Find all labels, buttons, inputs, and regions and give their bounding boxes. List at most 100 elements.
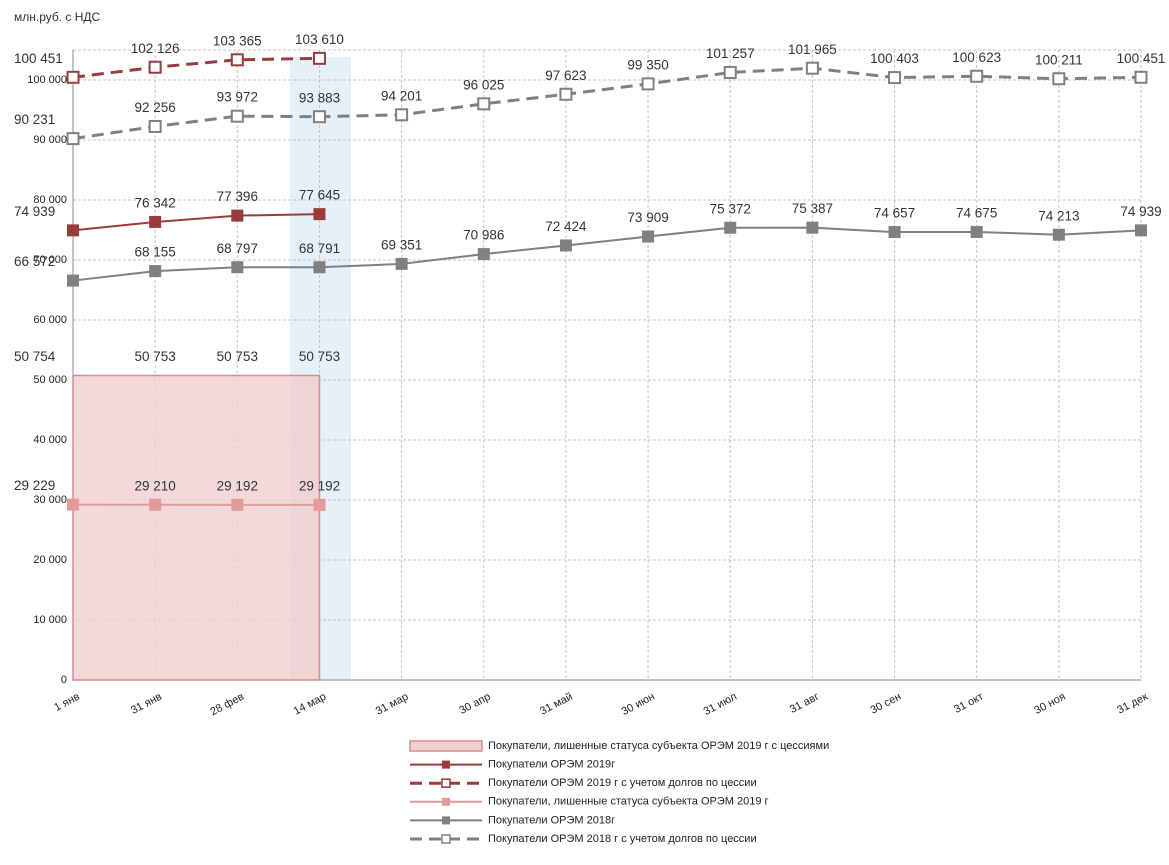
value-label: 50 754	[14, 349, 56, 364]
y-tick-label: 80 000	[33, 194, 67, 206]
marker	[230, 109, 244, 123]
value-label: 100 211	[1035, 52, 1083, 67]
marker	[559, 239, 572, 252]
value-label: 77 645	[299, 188, 340, 203]
value-label: 99 350	[627, 57, 668, 72]
legend-marker	[442, 797, 450, 806]
legend-label: Покупатели, лишенные статуса субъекта ОР…	[488, 796, 769, 808]
marker	[1135, 224, 1147, 237]
marker	[477, 97, 491, 111]
legend-marker	[442, 760, 450, 769]
x-tick-label: 30 сен	[869, 691, 904, 717]
value-label: 69 351	[381, 237, 422, 252]
marker	[395, 257, 408, 270]
value-label: 92 256	[135, 100, 176, 115]
marker	[149, 215, 162, 228]
x-tick-label: 31 май	[538, 691, 575, 718]
legend-label: Покупатели ОРЭМ 2018 г с учетом долгов п…	[488, 833, 757, 845]
legend-swatch	[409, 740, 483, 752]
value-label: 97 623	[545, 68, 586, 83]
marker	[806, 221, 819, 234]
marker	[641, 77, 655, 91]
marker	[1052, 228, 1065, 241]
marker	[1134, 70, 1148, 84]
marker	[970, 69, 984, 83]
value-label: 93 972	[217, 90, 258, 105]
x-tick-label: 1 янв	[52, 691, 82, 714]
value-label: 93 883	[299, 90, 340, 105]
value-label: 50 753	[299, 349, 340, 364]
marker	[67, 274, 79, 287]
marker	[477, 248, 490, 261]
value-label: 100 451	[1117, 51, 1166, 66]
marker	[313, 498, 326, 511]
marker	[888, 71, 902, 85]
marker	[805, 61, 819, 75]
x-tick-label: 28 фев	[208, 691, 246, 719]
area	[72, 374, 321, 681]
legend-label: Покупатели ОРЭМ 2019г	[488, 759, 615, 771]
value-label: 68 797	[217, 241, 258, 256]
y-tick-label: 30 000	[33, 494, 67, 506]
marker	[724, 221, 737, 234]
value-label: 74 939	[1120, 204, 1161, 219]
marker	[395, 108, 409, 122]
marker	[1052, 72, 1066, 86]
value-label: 74 213	[1038, 208, 1079, 223]
value-label: 74 657	[874, 206, 915, 221]
marker	[231, 498, 244, 511]
value-label: 74 939	[14, 204, 55, 219]
x-tick-label: 31 авг	[788, 691, 821, 716]
marker	[148, 60, 162, 74]
value-label: 100 623	[952, 50, 1001, 65]
marker	[231, 209, 244, 222]
line	[72, 213, 320, 232]
value-label: 72 424	[545, 219, 587, 234]
y-tick-label: 40 000	[33, 434, 67, 446]
marker	[67, 498, 79, 511]
x-tick-label: 30 апр	[457, 691, 492, 717]
y-tick-label: 100 000	[27, 74, 67, 86]
legend-marker	[441, 778, 451, 788]
y-tick-label: 0	[61, 674, 67, 686]
value-label: 75 372	[710, 201, 751, 216]
y-tick-label: 90 000	[33, 134, 67, 146]
line	[72, 56, 320, 79]
marker	[723, 65, 737, 79]
value-label: 29 229	[14, 478, 55, 493]
marker	[970, 225, 983, 238]
value-label: 101 965	[788, 42, 837, 57]
x-tick-label: 31 июл	[702, 691, 739, 718]
value-label: 29 210	[135, 478, 176, 493]
value-label: 50 753	[217, 349, 258, 364]
marker	[148, 119, 162, 133]
value-label: 70 986	[463, 228, 504, 243]
marker	[888, 226, 901, 239]
x-tick-label: 14 мар	[292, 691, 329, 718]
value-label: 77 396	[217, 189, 258, 204]
legend-marker	[441, 834, 451, 844]
legend-label: Покупатели ОРЭМ 2019 г с учетом долгов п…	[488, 777, 757, 789]
y-tick-label: 70 000	[33, 254, 67, 266]
legend-label: Покупатели, лишенные статуса субъекта ОР…	[488, 740, 829, 752]
value-label: 90 231	[14, 112, 55, 127]
legend-marker	[442, 816, 450, 825]
value-label: 96 025	[463, 77, 504, 92]
line	[72, 66, 1142, 141]
x-tick-label: 31 янв	[129, 691, 164, 717]
marker	[67, 224, 79, 237]
marker	[313, 261, 326, 274]
marker	[149, 498, 162, 511]
value-label: 102 126	[131, 41, 180, 56]
line	[72, 226, 1142, 282]
unit-label: млн.руб. с НДС	[14, 10, 101, 24]
value-label: 74 675	[956, 206, 997, 221]
marker	[559, 87, 573, 101]
value-label: 50 753	[135, 349, 176, 364]
value-label: 76 342	[135, 196, 176, 211]
value-label: 100 451	[14, 51, 63, 66]
value-label: 100 403	[870, 51, 919, 66]
y-tick-label: 10 000	[33, 614, 67, 626]
value-label: 75 387	[792, 201, 833, 216]
